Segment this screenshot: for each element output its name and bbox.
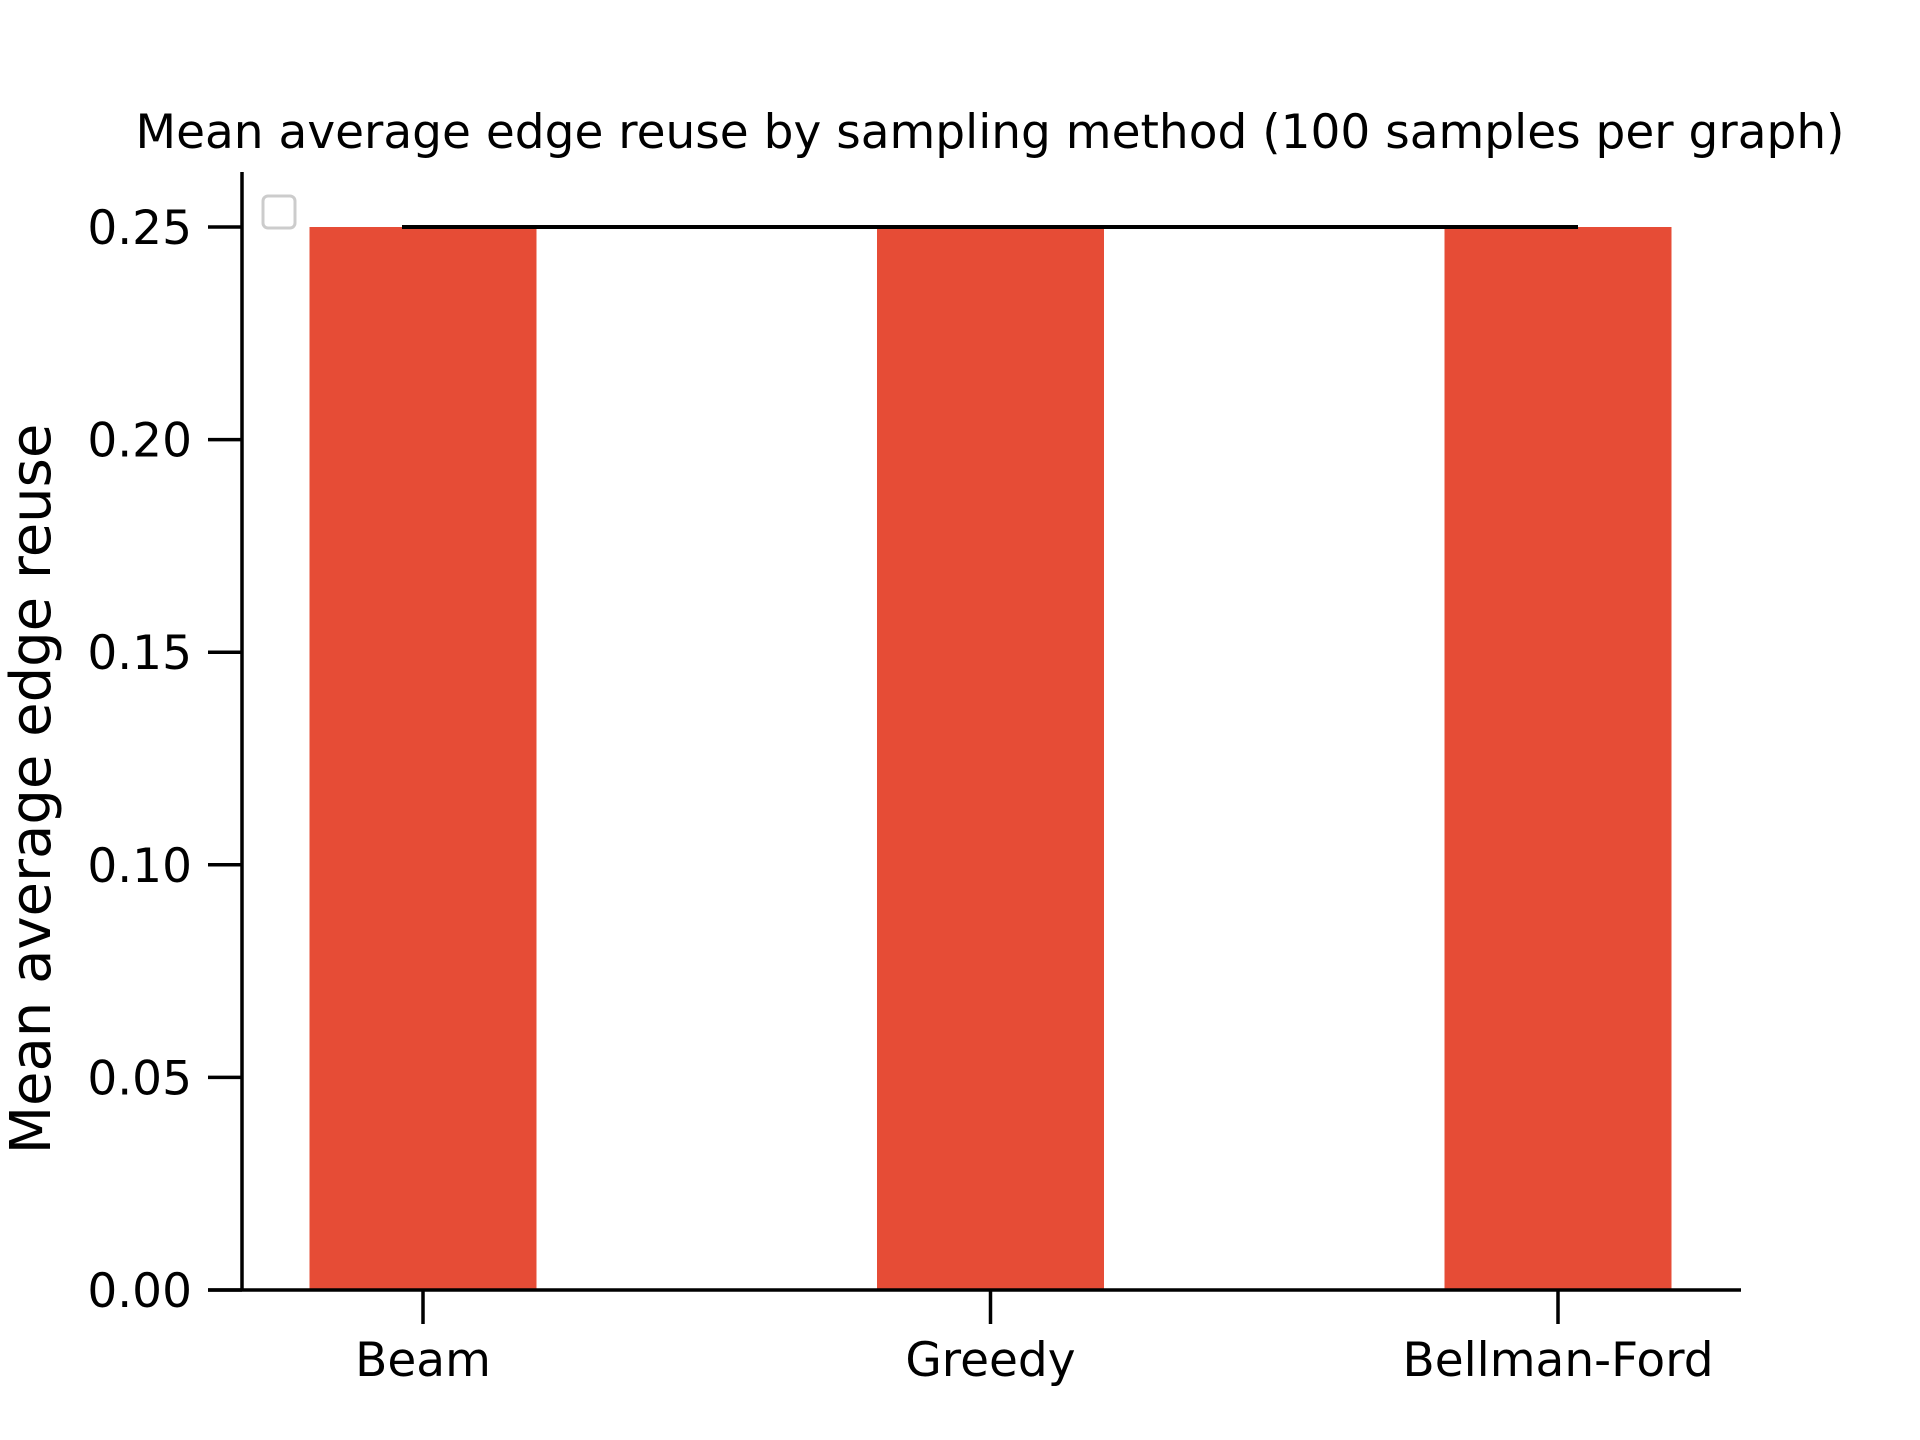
x-tick-label: Beam: [355, 1333, 491, 1388]
y-tick-label: 0.05: [87, 1051, 192, 1106]
x-ticks: Beam Greedy Bellman-Ford: [355, 1290, 1714, 1388]
y-tick-label: 0.00: [87, 1264, 192, 1319]
chart-title: Mean average edge reuse by sampling meth…: [136, 105, 1845, 160]
y-ticks: 0.00 0.05 0.10 0.15 0.20 0.25: [87, 201, 242, 1319]
legend-box: [261, 194, 297, 230]
y-tick-label: 0.10: [87, 839, 192, 894]
y-tick-label: 0.15: [87, 626, 192, 681]
y-tick-label: 0.20: [87, 414, 192, 469]
y-tick-label: 0.25: [87, 201, 192, 256]
bar-bellman-ford: [1444, 227, 1672, 1290]
y-axis-label: Mean average edge reuse: [0, 424, 64, 1155]
x-tick-label: Bellman-Ford: [1402, 1333, 1713, 1388]
bars-layer: [309, 227, 1672, 1290]
bar-greedy: [877, 227, 1104, 1290]
x-tick-label: Greedy: [905, 1333, 1075, 1388]
bar-beam: [309, 227, 537, 1290]
